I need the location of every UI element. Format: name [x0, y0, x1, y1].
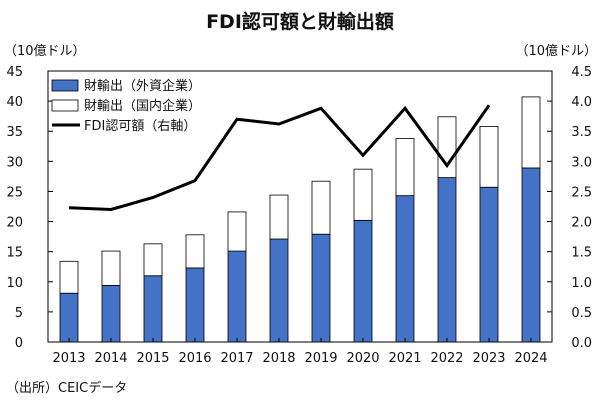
source-note: （出所）CEICデータ — [6, 380, 127, 396]
y-right-tick-label: 1.0 — [571, 276, 592, 291]
y-right-tick-label: 2.5 — [571, 185, 592, 200]
bar-domestic — [59, 260, 79, 294]
legend: 財輸出（外資企業） 財輸出（国内企業） FDI認可額（右軸） — [51, 78, 201, 134]
y-left-tick-label: 5 — [15, 306, 23, 321]
bar-domestic — [395, 138, 415, 197]
x-tick-label: 2018 — [262, 351, 295, 366]
y-right-tick-label: 4.0 — [571, 95, 592, 110]
bar-foreign — [227, 250, 247, 343]
bar-foreign — [437, 177, 457, 343]
y-left-tick-label: 25 — [6, 185, 23, 200]
bar-foreign — [185, 267, 205, 343]
bar-domestic — [353, 168, 373, 221]
bar-domestic — [311, 180, 331, 235]
bars-group — [59, 96, 541, 343]
legend-label-domestic: 財輸出（国内企業） — [84, 98, 201, 114]
bar-foreign — [311, 233, 331, 343]
bar-domestic — [185, 234, 205, 269]
bar-domestic — [227, 211, 247, 252]
x-tick-label: 2015 — [136, 351, 169, 366]
x-tick-label: 2020 — [346, 351, 379, 366]
fdi-line — [68, 104, 491, 212]
x-tick-label: 2017 — [220, 351, 253, 366]
line-group — [68, 104, 491, 212]
legend-swatch-foreign — [51, 79, 79, 92]
bar-domestic — [521, 96, 541, 169]
plot-frame — [47, 70, 553, 343]
bar-domestic — [269, 194, 289, 240]
y-left-tick-label: 10 — [6, 276, 23, 291]
bar-domestic — [479, 126, 499, 188]
x-tick-label: 2019 — [304, 351, 337, 366]
bar-foreign — [521, 167, 541, 343]
legend-swatch-domestic — [51, 99, 79, 112]
y-right-tick-label: 3.5 — [571, 125, 592, 140]
x-tick-label: 2013 — [52, 351, 85, 366]
bar-foreign — [353, 219, 373, 343]
right-axis-unit: （10億ドル） — [515, 43, 597, 59]
legend-label-foreign: 財輸出（外資企業） — [84, 78, 201, 94]
bar-foreign — [269, 238, 289, 343]
legend-label-fdi: FDI認可額（右軸） — [84, 118, 196, 134]
x-tick-label: 2022 — [430, 351, 463, 366]
bar-domestic — [143, 243, 163, 277]
x-tick-label: 2014 — [94, 351, 127, 366]
y-right-tick-label: 1.5 — [571, 246, 592, 261]
y-left-tick-label: 0 — [15, 336, 23, 351]
y-right-tick-label: 2.0 — [571, 216, 592, 231]
x-tick-label: 2023 — [472, 351, 505, 366]
x-tick-label: 2021 — [388, 351, 421, 366]
bar-foreign — [479, 186, 499, 343]
axes-group: 0 5 10 15 20 25 30 35 40 45 0.0 0.5 1.0 1.5 2.0 2.5 3.0 3… — [6, 65, 592, 366]
bar-domestic — [437, 116, 457, 178]
bar-foreign — [395, 195, 415, 343]
x-tick-label: 2024 — [514, 351, 547, 366]
y-right-tick-label: 0.0 — [571, 336, 592, 351]
y-right-tick-label: 4.5 — [571, 65, 592, 80]
y-right-tick-label: 3.0 — [571, 155, 592, 170]
plot-area — [47, 70, 553, 343]
bar-foreign — [101, 284, 121, 343]
y-left-tick-label: 20 — [6, 216, 23, 231]
left-axis-unit: （10億ドル） — [4, 43, 86, 59]
bar-foreign — [59, 292, 79, 343]
y-right-tick-label: 0.5 — [571, 306, 592, 321]
y-left-tick-label: 40 — [6, 95, 23, 110]
y-left-tick-label: 15 — [6, 246, 23, 261]
bar-domestic — [101, 250, 121, 286]
x-tick-label: 2016 — [178, 351, 211, 366]
y-left-tick-label: 30 — [6, 155, 23, 170]
bar-foreign — [143, 275, 163, 343]
y-left-tick-label: 45 — [6, 65, 23, 80]
y-left-tick-label: 35 — [6, 125, 23, 140]
chart-title: FDI認可額と財輸出額 — [206, 10, 394, 33]
